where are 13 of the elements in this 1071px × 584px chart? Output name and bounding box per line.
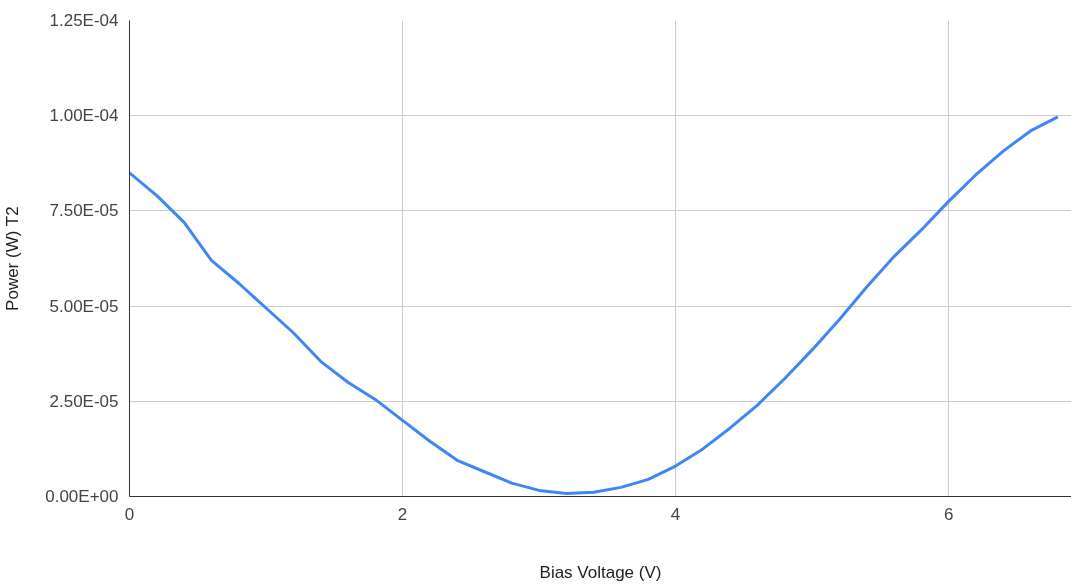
y-tick-label: 5.00E-05 <box>49 296 119 316</box>
x-tick-label: 4 <box>670 504 681 524</box>
y-tick-label: 7.50E-05 <box>49 201 119 221</box>
y-tick-label: 0.00E+00 <box>45 487 119 506</box>
y-axis-title: Power (W) T2 <box>3 206 23 311</box>
x-tick-label: 6 <box>943 504 954 524</box>
x-axis-title: Bias Voltage (V) <box>539 562 662 582</box>
y-tick-label: 1.00E-04 <box>49 106 119 126</box>
y-tick-label: 1.25E-04 <box>49 11 119 30</box>
x-tick-label: 2 <box>397 504 408 524</box>
line-series <box>129 115 1060 495</box>
y-tick-label: 2.50E-05 <box>49 391 119 411</box>
x-tick-label: 0 <box>124 504 135 524</box>
